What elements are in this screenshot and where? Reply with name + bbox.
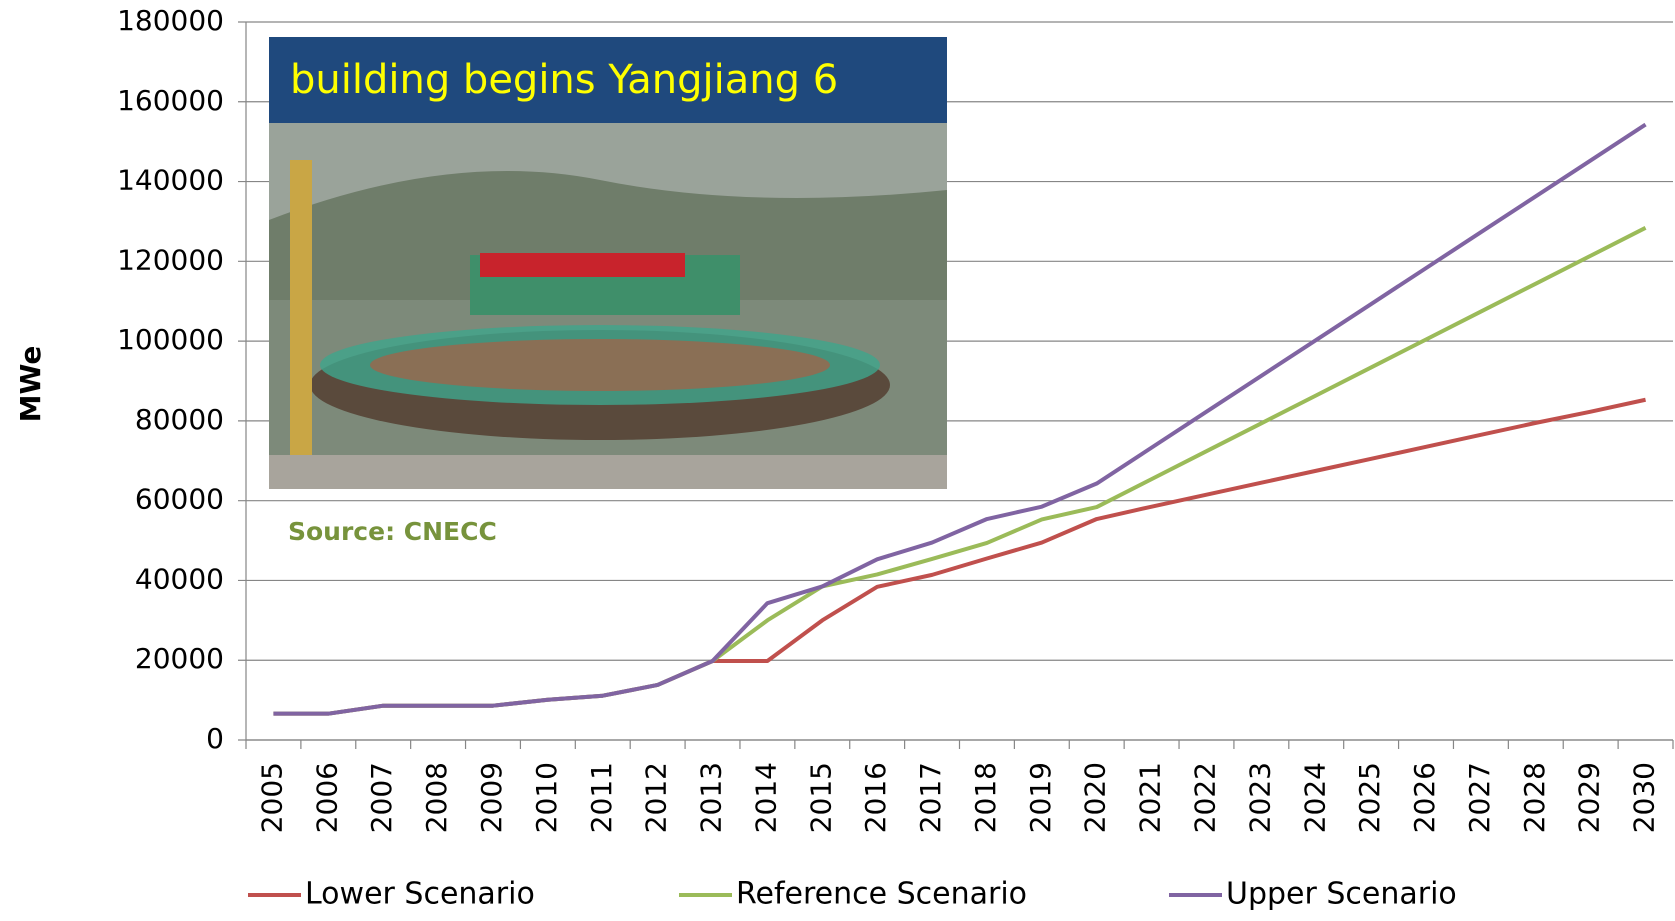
x-tick-label: 2006 [310,762,343,833]
y-tick-label: 0 [206,722,224,755]
legend-label: Lower Scenario [305,877,535,912]
x-tick-label: 2011 [585,762,618,833]
x-tick-label: 2028 [1518,762,1551,833]
x-tick-label: 2016 [859,762,892,833]
x-tick-label: 2020 [1079,762,1112,833]
y-tick-label: 40000 [135,562,224,595]
x-tick-label: 2017 [914,762,947,833]
y-tick-label: 180000 [117,4,224,37]
x-tick-label: 2026 [1408,762,1441,833]
y-tick-label: 20000 [135,642,224,675]
y-tick-label: 120000 [117,243,224,276]
y-tick-label: 80000 [135,403,224,436]
x-tick-label: 2009 [475,762,508,833]
x-tick-label: 2014 [749,762,782,833]
x-tick-label: 2019 [1024,762,1057,833]
y-tick-label: 140000 [117,164,224,197]
x-tick-label: 2029 [1573,762,1606,833]
series-line [273,122,1647,716]
x-tick-label: 2012 [640,762,673,833]
y-tick-label: 60000 [135,483,224,516]
photo [269,123,947,489]
x-tick-label: 2013 [695,762,728,833]
x-tick-label: 2018 [969,762,1002,833]
y-tick-label: 100000 [117,323,224,356]
x-tick-label: 2024 [1298,762,1331,833]
x-tick-label: 2008 [420,762,453,833]
legend-label: Upper Scenario [1226,877,1457,912]
y-tick-label: 160000 [117,84,224,117]
photo-caption: building begins Yangjiang 6 [290,57,838,103]
x-tick-label: 2007 [365,762,398,833]
x-tick-label: 2025 [1353,762,1386,833]
y-axis-title: MWe [14,346,47,423]
x-tick-label: 2022 [1188,762,1221,833]
x-tick-label: 2030 [1628,762,1661,833]
x-tick-label: 2015 [804,762,837,833]
caption-box [269,37,947,123]
x-tick-label: 2021 [1134,762,1167,833]
source-note: Source: CNECC [288,517,497,546]
x-tick-label: 2023 [1243,762,1276,833]
legend-label: Reference Scenario [736,877,1027,912]
x-tick-label: 2027 [1463,762,1496,833]
x-tick-label: 2010 [530,762,563,833]
x-tick-label: 2005 [255,762,288,833]
